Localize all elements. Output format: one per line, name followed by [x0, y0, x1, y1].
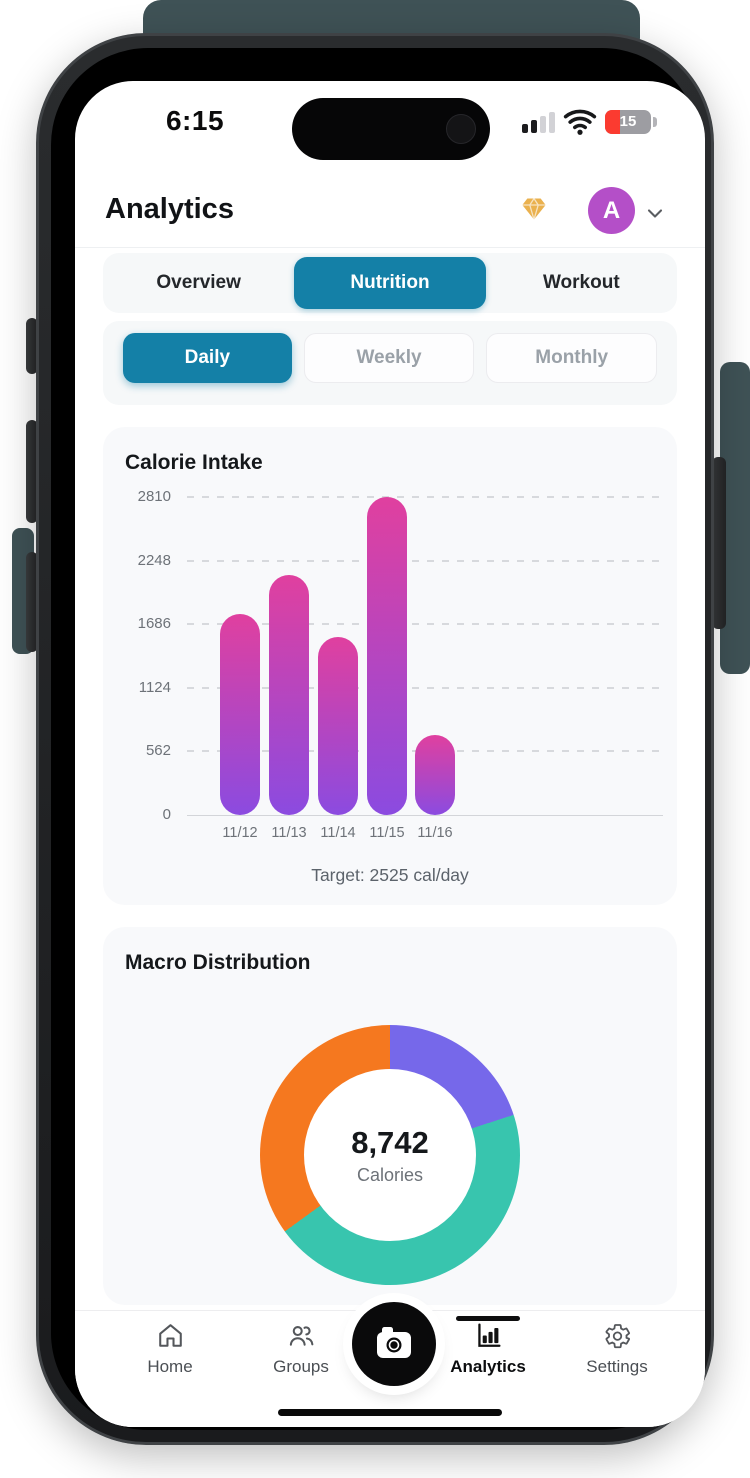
phone-frame: 6:15 15 Analytics [36, 33, 714, 1445]
dynamic-island [292, 98, 490, 160]
y-axis-tick: 2810 [137, 488, 171, 505]
avatar[interactable]: A [588, 187, 635, 234]
period-selector: Daily Weekly Monthly [103, 321, 677, 405]
gridline [187, 496, 661, 498]
calorie-bar-11/16[interactable] [415, 734, 455, 815]
status-time: 6:15 [165, 105, 225, 136]
bar-chart-icon [477, 1323, 501, 1347]
gear-icon [604, 1324, 630, 1349]
calorie-card-title: Calorie Intake [125, 451, 263, 474]
donut-center-label: Calories [356, 1164, 424, 1185]
gridline [187, 623, 661, 626]
x-axis-label: 11/13 [271, 825, 307, 841]
chevron-down-icon[interactable] [643, 201, 667, 225]
header-divider [75, 247, 705, 248]
gridline [187, 559, 661, 562]
tab-overview[interactable]: Overview [156, 272, 241, 293]
target-label: Target: 2525 cal/day [311, 865, 469, 885]
cellular-signal-icon [522, 111, 558, 133]
y-axis-tick: 1686 [137, 615, 171, 633]
signal-bar [549, 112, 555, 133]
volume-down-button[interactable] [26, 552, 38, 652]
macro-donut-chart: 8,742 Calories [260, 1025, 520, 1285]
y-axis-tick: 1124 [138, 678, 171, 696]
period-weekly[interactable]: Weekly [303, 333, 475, 383]
battery-icon: 15 [605, 110, 651, 134]
x-axis-line [187, 815, 663, 816]
signal-bar [531, 120, 537, 133]
x-axis-label: 11/14 [320, 825, 356, 841]
donut-center: 8,742 Calories [304, 1069, 476, 1241]
nav-item-settings[interactable]: Settings [569, 1321, 665, 1377]
camera-icon [377, 1327, 411, 1358]
donut-center-value: 8,742 [351, 1124, 429, 1160]
nav-item-home[interactable]: Home [122, 1321, 218, 1377]
calorie-bar-11/13[interactable] [269, 575, 309, 815]
power-button[interactable] [712, 457, 726, 629]
nav-label-analytics: Analytics [450, 1357, 526, 1376]
wifi-icon [563, 109, 597, 135]
home-indicator[interactable] [278, 1409, 502, 1416]
screen: 6:15 15 Analytics [75, 81, 705, 1427]
battery-cap [653, 117, 657, 127]
premium-diamond-icon[interactable] [520, 195, 548, 223]
tab-bar: Overview Nutrition Workout [103, 253, 677, 313]
x-axis-label: 11/16 [417, 825, 453, 841]
x-axis-label: 11/12 [222, 825, 258, 841]
tab-workout[interactable]: Workout [542, 272, 620, 293]
battery-low-fill [605, 110, 620, 134]
page-title: Analytics [105, 193, 234, 225]
nav-label-home: Home [147, 1357, 193, 1376]
macro-distribution-card: Macro Distribution 8,742 Calories [103, 927, 677, 1305]
home-icon [158, 1324, 182, 1347]
calorie-intake-card: Calorie Intake Target: 2525 cal/day 2810… [103, 427, 677, 905]
x-axis-label: 11/15 [369, 825, 405, 841]
nav-item-analytics[interactable]: Analytics [440, 1321, 536, 1377]
calorie-bar-11/12[interactable] [220, 613, 260, 815]
macro-card-title: Macro Distribution [125, 951, 311, 974]
camera-button[interactable] [352, 1302, 436, 1386]
phone-bezel: 6:15 15 Analytics [51, 48, 705, 1430]
action-button[interactable] [26, 318, 38, 374]
front-camera-icon [446, 114, 476, 144]
y-axis-tick: 562 [145, 742, 171, 760]
calorie-bar-11/14[interactable] [318, 637, 358, 815]
nav-active-indicator [456, 1316, 520, 1321]
y-axis-tick: 2248 [137, 551, 171, 569]
period-daily[interactable]: Daily [123, 333, 292, 383]
volume-up-button[interactable] [26, 420, 38, 523]
bottom-nav: Home Groups [75, 1302, 705, 1427]
calorie-bar-11/15[interactable] [367, 497, 407, 815]
period-monthly[interactable]: Monthly [486, 333, 658, 383]
nav-label-settings: Settings [586, 1357, 648, 1376]
tab-nutrition[interactable]: Nutrition [294, 257, 486, 309]
gridline [187, 686, 661, 689]
signal-bar [522, 124, 528, 133]
battery-percent: 15 [619, 113, 637, 130]
nav-label-groups: Groups [273, 1357, 329, 1376]
nav-item-groups[interactable]: Groups [253, 1321, 349, 1377]
groups-icon [289, 1326, 314, 1346]
signal-bar [540, 116, 546, 133]
y-axis-tick: 0 [162, 806, 171, 823]
